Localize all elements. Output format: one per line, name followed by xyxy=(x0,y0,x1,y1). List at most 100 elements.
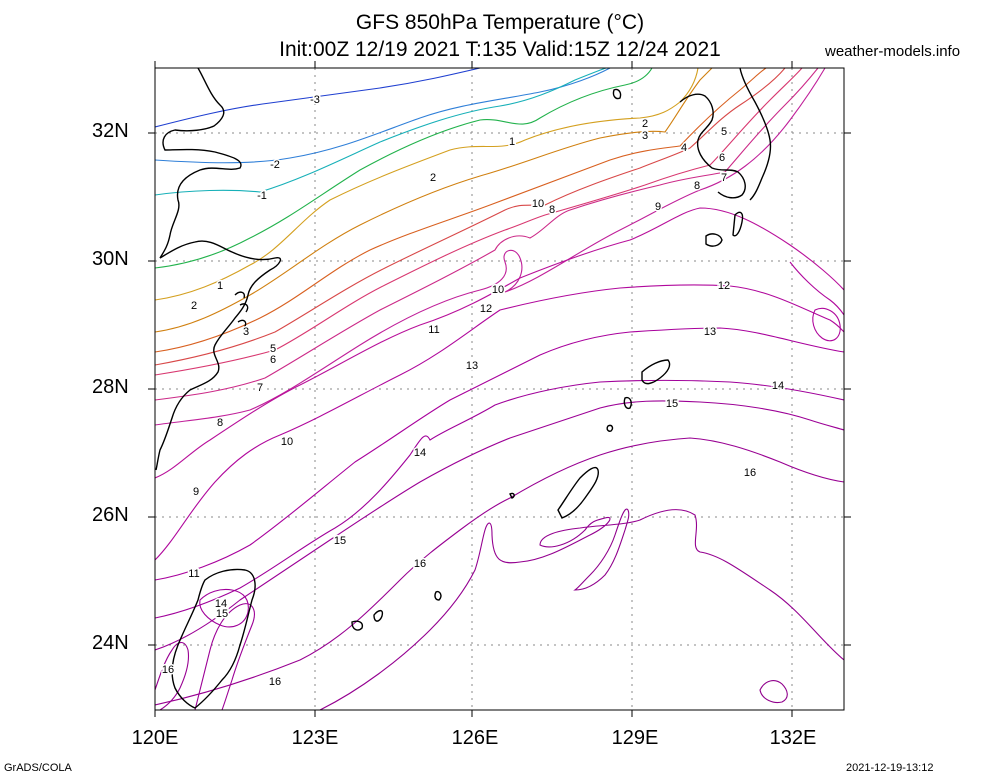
lon-label-120e: 120E xyxy=(131,727,179,749)
isotherm-label: 6 xyxy=(270,354,276,366)
isotherm-label: 7 xyxy=(257,382,263,394)
isotherm-label: 10 xyxy=(281,436,293,448)
isotherm-label: -3 xyxy=(310,94,320,106)
map-subtitle: Init:00Z 12/19 2021 T:135 Valid:15Z 12/2… xyxy=(279,38,721,61)
isotherm-5 xyxy=(155,68,786,366)
isotherm-3 xyxy=(155,68,713,333)
isotherm-label: 8 xyxy=(694,180,700,192)
frame-ticks xyxy=(148,61,851,717)
isotherm-label: 7 xyxy=(721,172,727,184)
islet-e xyxy=(612,88,622,100)
lon-label-123e: 123E xyxy=(291,727,339,749)
isotherm-labels: -3-2-11234567122356789101112131415161614… xyxy=(160,92,785,689)
isotherm-label: 10 xyxy=(532,198,544,210)
isotherm-7 xyxy=(155,68,819,401)
isotherm-label: 2 xyxy=(191,300,197,312)
isotherm-label: 16 xyxy=(744,467,756,479)
isotherm-1 xyxy=(155,68,653,269)
isotherm-label: 14 xyxy=(414,447,426,459)
lat-label-28n: 28N xyxy=(92,376,129,398)
isotherm-16b xyxy=(759,680,788,704)
isotherm-label: -2 xyxy=(270,159,280,171)
isotherm-8 xyxy=(155,68,826,426)
isotherm-label: 1 xyxy=(509,136,515,148)
kyushu-east xyxy=(739,68,772,201)
isotherm-12 xyxy=(155,379,844,619)
isotherm-label: 11 xyxy=(188,568,199,580)
islet-b xyxy=(606,424,614,432)
lon-label-132e: 132E xyxy=(769,727,817,749)
islet-a xyxy=(623,396,632,410)
isotherm-label: 13 xyxy=(704,326,716,338)
isotherm-label: 12 xyxy=(718,280,730,292)
footer-software: GrADS/COLA xyxy=(4,762,72,774)
islet-c xyxy=(509,492,515,499)
china-coast-mid xyxy=(155,240,282,471)
isotherm-4 xyxy=(155,68,767,353)
zhoushan-islets xyxy=(234,291,249,329)
isotherm-label: 10 xyxy=(492,284,504,296)
isotherm-label: 5 xyxy=(270,343,276,355)
map-title: GFS 850hPa Temperature (°C) xyxy=(355,11,645,34)
isotherm-wavy-east xyxy=(789,261,844,316)
isotherm-label: 15 xyxy=(666,398,678,410)
isotherm-label: 1 xyxy=(217,280,223,292)
isotherm-m2 xyxy=(155,68,611,164)
isotherm-label: 14 xyxy=(215,598,227,610)
isotherm-6 xyxy=(155,68,803,376)
isotherms xyxy=(155,68,844,710)
isotherm-label: 3 xyxy=(243,326,249,338)
isotherm-12b xyxy=(199,588,249,628)
lon-label-126e: 126E xyxy=(451,727,499,749)
graticule xyxy=(155,68,844,710)
taiwan-coast xyxy=(171,568,256,709)
isotherm-label: 14 xyxy=(772,380,784,392)
lat-label-30n: 30N xyxy=(92,248,129,270)
isotherm-label: 4 xyxy=(681,142,687,154)
coastlines xyxy=(155,68,772,709)
isotherm-label: 11 xyxy=(428,324,439,336)
lat-label-26n: 26N xyxy=(92,504,129,526)
ishigaki-islet xyxy=(373,609,384,622)
isotherm-13b xyxy=(194,603,255,710)
tanegashima xyxy=(732,211,744,237)
isotherm-m3 xyxy=(155,68,481,128)
islet-d xyxy=(434,590,442,601)
isotherm-oval-east xyxy=(812,307,841,342)
isotherm-label: 15 xyxy=(216,608,228,620)
miyako-islet xyxy=(351,620,364,631)
isotherm-label: 16 xyxy=(414,558,426,570)
isotherm-14b xyxy=(155,641,190,710)
isotherm-9 xyxy=(155,207,844,479)
isotherm-label: 6 xyxy=(719,152,725,164)
isotherm-label: 13 xyxy=(466,360,478,372)
isotherm-label: 12 xyxy=(480,303,492,315)
isotherm-m1 xyxy=(155,68,607,196)
okinawa-island xyxy=(557,466,599,519)
isotherm-label: 2 xyxy=(642,118,648,130)
isotherm-label: 16 xyxy=(269,676,281,688)
isotherm-label: 9 xyxy=(193,486,199,498)
isotherm-label: 5 xyxy=(721,126,727,138)
isotherm-11 xyxy=(155,327,844,581)
site-credit: weather-models.info xyxy=(825,43,961,60)
china-coast-north xyxy=(159,68,242,259)
isotherm-16 xyxy=(573,508,630,591)
isotherm-label: 3 xyxy=(642,130,648,142)
lon-label-129e: 129E xyxy=(611,727,659,749)
isotherm-14 xyxy=(155,437,844,706)
yakushima xyxy=(705,233,723,247)
amami-island xyxy=(641,359,671,385)
footer-timestamp: 2021-12-19-13:12 xyxy=(846,762,934,774)
isotherm-15 xyxy=(319,509,844,710)
isotherm-13 xyxy=(155,400,844,651)
isotherm-label: 16 xyxy=(162,664,174,676)
isotherm-label: -1 xyxy=(257,190,267,202)
isotherm-label: 9 xyxy=(655,201,661,213)
lat-label-32n: 32N xyxy=(92,120,129,142)
lat-label-24n: 24N xyxy=(92,632,129,654)
isotherm-2 xyxy=(155,68,699,301)
isotherm-label: 8 xyxy=(549,204,555,216)
isotherm-label: 15 xyxy=(334,535,346,547)
